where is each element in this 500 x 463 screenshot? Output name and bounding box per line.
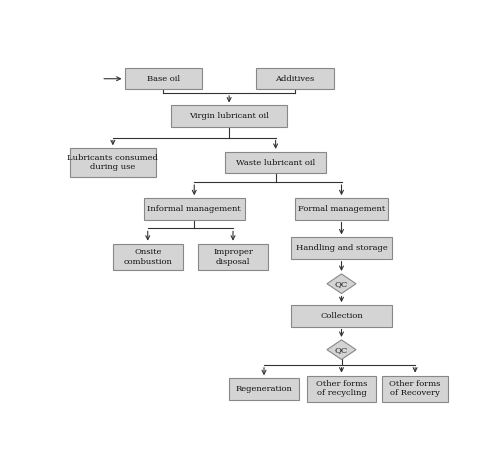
Polygon shape — [327, 340, 356, 359]
Polygon shape — [327, 274, 356, 294]
Text: Additives: Additives — [276, 75, 314, 83]
Text: Lubricants consumed
during use: Lubricants consumed during use — [68, 154, 158, 171]
FancyBboxPatch shape — [291, 305, 392, 326]
FancyBboxPatch shape — [229, 378, 299, 400]
Text: Other forms
of recycling: Other forms of recycling — [316, 380, 367, 398]
Text: Formal management: Formal management — [298, 205, 385, 213]
Text: Collection: Collection — [320, 312, 363, 320]
FancyBboxPatch shape — [382, 375, 448, 402]
Text: QC: QC — [335, 280, 348, 288]
FancyBboxPatch shape — [124, 68, 202, 89]
Text: Onsite
combustion: Onsite combustion — [124, 248, 172, 266]
FancyBboxPatch shape — [306, 375, 376, 402]
Text: QC: QC — [335, 346, 348, 354]
FancyBboxPatch shape — [144, 198, 244, 219]
FancyBboxPatch shape — [198, 244, 268, 270]
FancyBboxPatch shape — [70, 148, 156, 177]
Text: Improper
disposal: Improper disposal — [213, 248, 253, 266]
Text: Waste lubricant oil: Waste lubricant oil — [236, 158, 316, 167]
FancyBboxPatch shape — [256, 68, 334, 89]
Text: Regeneration: Regeneration — [236, 385, 292, 393]
Text: Virgin lubricant oil: Virgin lubricant oil — [189, 112, 269, 120]
Text: Other forms
of Recovery: Other forms of Recovery — [390, 380, 441, 398]
FancyBboxPatch shape — [291, 238, 392, 259]
FancyBboxPatch shape — [171, 106, 287, 127]
Text: Handling and storage: Handling and storage — [296, 244, 388, 252]
Text: Informal management: Informal management — [148, 205, 241, 213]
FancyBboxPatch shape — [113, 244, 182, 270]
FancyBboxPatch shape — [295, 198, 388, 219]
Text: Base oil: Base oil — [146, 75, 180, 83]
FancyBboxPatch shape — [226, 152, 326, 173]
